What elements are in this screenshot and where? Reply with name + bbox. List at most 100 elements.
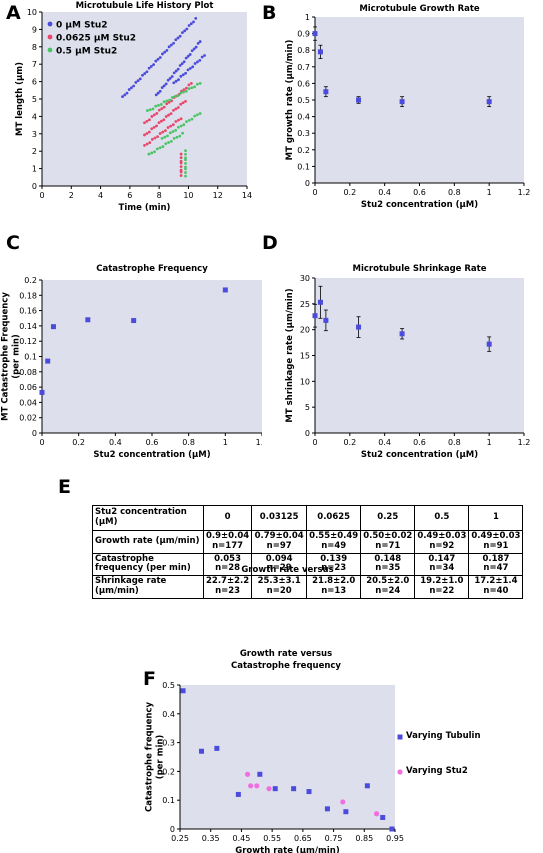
- series-00625um-point: [169, 124, 173, 128]
- y-tick-label: 0.9: [297, 30, 310, 39]
- x-tick-label: 0: [39, 191, 44, 200]
- x-tick-label: 10: [183, 191, 193, 200]
- data-point: [235, 791, 241, 797]
- series-05um-point: [187, 118, 191, 122]
- y-tick-label: 0.3: [162, 739, 175, 748]
- series-0um-point: [147, 66, 151, 70]
- series-00625um-point: [147, 130, 151, 134]
- series-0um-point: [176, 36, 180, 40]
- x-tick-label: 0: [39, 438, 44, 447]
- series-00625um-point: [150, 138, 154, 141]
- series-05um-point: [184, 149, 187, 153]
- y-tick-label: 0.16: [19, 307, 37, 316]
- series-00625um-point: [158, 132, 162, 135]
- series-05um-point: [176, 94, 180, 98]
- x-tick-label: 1.2: [256, 438, 262, 447]
- chart-title: Growth rate versus: [241, 565, 333, 575]
- y-tick-label: 0.5: [297, 96, 310, 105]
- series-05um-point: [187, 87, 191, 91]
- series-05um-point: [184, 171, 187, 174]
- series-05um-point: [147, 152, 151, 156]
- x-axis-label: Time (min): [119, 203, 171, 213]
- x-tick-label: 0.6: [146, 438, 159, 447]
- series-0um-point: [186, 54, 190, 58]
- series-05um-point: [157, 103, 160, 107]
- series-00625um-point: [179, 174, 183, 177]
- series-0um-point: [165, 49, 169, 52]
- x-tick-label: 0.95: [386, 834, 404, 843]
- y-tick-label: 0.08: [19, 368, 37, 377]
- series-0um-point: [178, 64, 182, 67]
- table-cell: 0.187 n=47: [468, 552, 524, 577]
- x-tick-label: 8: [157, 191, 162, 200]
- y-tick-label: 0: [32, 429, 37, 438]
- series-00625um-point: [169, 112, 173, 116]
- series-0um-point: [178, 34, 182, 38]
- series-0um-point: [172, 41, 175, 45]
- x-axis-label: Stu2 concentration (μM): [361, 450, 478, 460]
- series-0um-point: [179, 74, 183, 78]
- y-tick-label: 0.2: [24, 276, 37, 285]
- x-tick-label: 0.45: [233, 834, 251, 843]
- y-tick-label: 0.7: [297, 63, 310, 72]
- table-header-cell: 0.03125: [251, 505, 308, 531]
- series-00625um-point: [143, 133, 146, 137]
- panel-letter-f: F: [143, 668, 156, 690]
- data-point: [50, 324, 56, 330]
- table-cell: 0.55±0.49 n=49: [306, 530, 362, 554]
- data-point: [486, 99, 492, 105]
- series-05um-point: [151, 107, 155, 111]
- chart-f-growth-vs-catastrophe: 0.25 0.35 0.45 0.55 0.65 0.75 0.85 0.95 0 0.1 0.2 0…: [145, 565, 481, 853]
- legend-marker: [47, 21, 53, 27]
- y-tick-label: 0.8: [297, 46, 310, 55]
- series-0um-point: [130, 86, 133, 90]
- series-0um-point: [154, 93, 158, 97]
- series-0um-point: [172, 81, 176, 85]
- series-05um-point: [168, 98, 172, 102]
- legend-label: Varying Tubulin: [406, 731, 481, 741]
- legend-marker: [47, 34, 53, 40]
- data-point: [389, 826, 395, 832]
- series-0um-point: [125, 91, 129, 95]
- y-tick-label: 0.4: [162, 710, 175, 719]
- data-point: [364, 783, 370, 789]
- y-axis-label: (per min): [12, 334, 22, 379]
- y-tick-label: 0.2: [162, 767, 175, 776]
- series-0um-point: [167, 45, 171, 49]
- series-05um-point: [181, 131, 184, 135]
- x-tick-label: 0.2: [343, 188, 356, 197]
- series-0um-point: [158, 89, 162, 93]
- panel-letter-c: C: [6, 232, 20, 254]
- series-05um-point: [163, 135, 167, 139]
- data-point: [306, 789, 312, 795]
- series-0um-point: [132, 84, 136, 88]
- series-00625um-point: [164, 115, 168, 118]
- series-0um-point: [193, 62, 197, 65]
- data-point: [324, 806, 330, 812]
- data-point: [317, 299, 323, 305]
- y-tick-label: 1: [32, 165, 37, 174]
- x-tick-label: 0: [312, 188, 317, 197]
- series-0um-point: [191, 65, 195, 69]
- y-tick-label: 0.18: [19, 291, 37, 300]
- series-05um-point: [195, 82, 199, 86]
- series-05um-point: [184, 158, 187, 162]
- y-axis-label: Catastrophe frequency: [145, 702, 155, 812]
- series-0um-point: [180, 62, 184, 66]
- panel-letter-e: E: [58, 476, 71, 498]
- x-tick-label: 0.35: [202, 834, 220, 843]
- series-0um-point: [190, 49, 194, 53]
- series-0um-point: [138, 77, 142, 81]
- series-05um-point: [159, 103, 163, 106]
- y-tick-label: 0.3: [297, 129, 310, 138]
- table-cell: 22.7±2.2 n=23: [202, 575, 253, 599]
- y-axis-label: MT growth rate (μm/min): [285, 39, 295, 160]
- data-point: [356, 97, 362, 103]
- x-tick-label: 6: [127, 191, 132, 200]
- series-0um-point: [162, 84, 166, 88]
- series-00625um-point: [157, 121, 161, 125]
- series-05um-point: [184, 174, 187, 178]
- series-00625um-point: [143, 121, 146, 125]
- series-0um-point: [156, 91, 160, 95]
- series-0um-point: [166, 78, 170, 82]
